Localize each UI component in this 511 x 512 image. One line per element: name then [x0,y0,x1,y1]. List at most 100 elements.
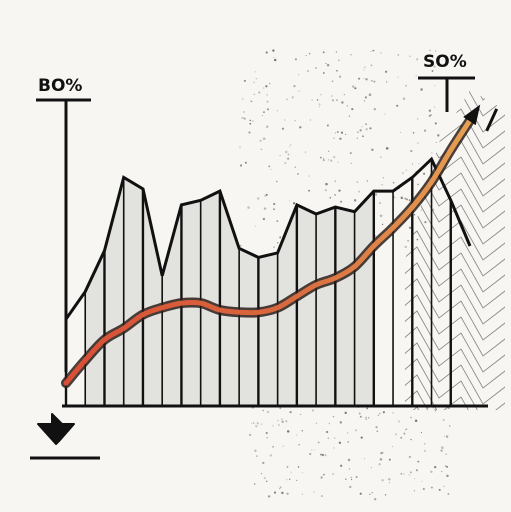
speckle [365,78,368,81]
speckle [378,463,381,466]
speckle [268,82,271,85]
hatch-line [395,0,511,58]
speckle [338,189,341,192]
speckle [417,142,419,144]
speckle [430,486,433,489]
speckle [239,244,242,247]
speckle [287,157,290,160]
speckle [418,163,420,165]
speckle [420,88,423,91]
speckle [447,492,450,495]
speckle [421,481,423,483]
speckle [366,180,369,182]
speckle [388,478,391,481]
speckle [374,193,378,196]
speckle [242,98,244,100]
speckle [317,441,320,444]
speckle [290,144,292,146]
speckle [382,411,385,414]
speckle [408,199,411,202]
speckle [379,458,383,461]
hatch-line [395,487,511,512]
speckle [339,421,342,424]
speckle [363,66,366,69]
speckle [346,105,349,107]
speckle [433,65,436,68]
speckle [322,72,325,74]
speckle [410,149,413,153]
speckle [408,226,412,229]
hatch-line [395,0,511,10]
speckle [286,479,288,481]
speckle [334,194,336,196]
speckle [301,493,304,495]
speckle [265,480,268,483]
speckle [336,69,338,72]
hatch-line [395,455,511,512]
speckle [337,161,339,163]
speckle [272,425,274,427]
speckle [399,131,402,133]
speckle [355,429,357,432]
speckle [355,475,358,479]
speckle [318,103,321,106]
speckle [444,465,447,467]
hatch-line [405,358,505,410]
speckle [327,437,330,439]
speckle [381,479,384,482]
speckle [266,108,270,111]
speckle [389,482,391,484]
speckle [253,483,256,485]
speckle [400,472,403,475]
speckle [289,410,292,414]
speckle [378,412,381,415]
hatch-line [405,262,505,347]
speckle [308,52,311,55]
speckle [325,182,328,186]
speckle [273,202,276,206]
speckle [440,449,443,452]
speckle [328,422,331,425]
speckle [313,491,315,493]
speckle [298,74,300,76]
speckle [340,200,342,203]
speckle [348,115,351,117]
speckle [348,468,351,470]
speckle [298,90,300,92]
speckle [350,476,352,479]
speckle [359,129,362,132]
speckle [294,119,296,122]
speckle [250,422,252,424]
speckle [350,54,352,56]
speckle [365,128,368,131]
hatch-line [405,342,505,410]
speckle [277,419,279,422]
speckle [331,80,334,83]
speckle [334,437,336,439]
speckle [441,470,443,473]
speckle [293,84,296,88]
speckle [326,63,330,67]
speckle [416,58,419,61]
speckle [266,125,269,128]
speckle [325,62,327,64]
speckle [413,213,416,216]
speckle [407,239,409,242]
hatch-line [405,406,505,410]
speckle [411,163,414,165]
speckle [249,433,252,436]
speckle [286,492,289,495]
speckle [341,101,344,104]
speckle [315,67,317,70]
speckle [243,117,245,119]
speckle [320,93,322,96]
speckle [260,423,263,425]
speckle [314,449,316,451]
speckle [434,84,436,87]
speckle [371,148,374,152]
speckle [256,422,259,425]
speckle [336,131,339,133]
speckle [396,104,399,107]
speckle [343,94,345,96]
speckle [420,431,422,434]
